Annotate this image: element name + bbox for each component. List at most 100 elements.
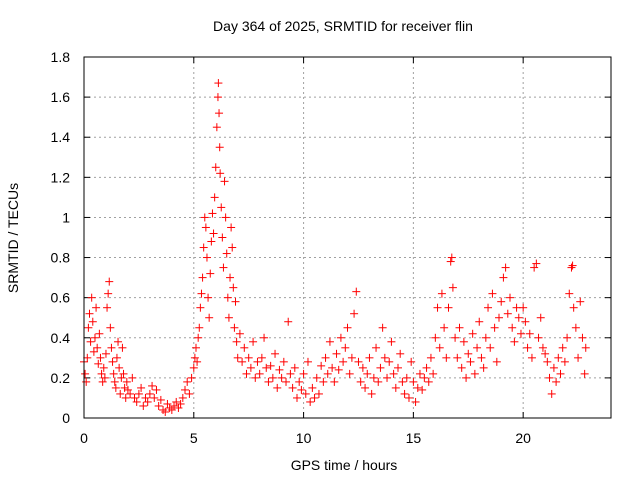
data-point — [453, 353, 462, 362]
data-point — [200, 213, 209, 222]
x-tick-labels: 0 5 10 15 20 — [80, 430, 531, 446]
data-point — [358, 363, 367, 372]
data-point — [273, 383, 282, 392]
x-axis-title: GPS time / hours — [291, 457, 398, 473]
data-point — [277, 373, 286, 382]
data-point — [321, 353, 330, 362]
data-point — [314, 389, 323, 398]
data-point — [266, 361, 275, 370]
data-point — [215, 143, 224, 152]
data-point — [404, 393, 413, 402]
data-point — [394, 363, 403, 372]
data-point — [503, 309, 512, 318]
data-point — [206, 269, 215, 278]
data-point — [448, 283, 457, 292]
data-point — [297, 385, 306, 394]
data-point — [209, 229, 218, 238]
data-point — [560, 357, 569, 366]
data-point — [128, 373, 137, 382]
data-point — [101, 349, 110, 358]
data-point — [114, 337, 123, 346]
data-point — [93, 343, 102, 352]
data-point — [228, 243, 237, 252]
data-point — [581, 343, 590, 352]
data-point — [431, 333, 440, 342]
data-point — [92, 303, 101, 312]
data-point — [242, 369, 251, 378]
x-tick-label: 10 — [296, 430, 312, 446]
data-point — [253, 357, 262, 366]
data-point — [457, 363, 466, 372]
data-point — [249, 337, 258, 346]
data-point — [205, 313, 214, 322]
data-point — [514, 313, 523, 322]
data-point — [170, 401, 179, 410]
data-point — [477, 353, 486, 362]
data-point — [130, 393, 139, 402]
data-point — [495, 313, 504, 322]
data-point — [525, 329, 534, 338]
data-point — [233, 353, 242, 362]
y-axis-title: SRMTID / TECUs — [5, 183, 21, 293]
data-point — [554, 353, 563, 362]
data-point — [211, 163, 220, 172]
data-point — [116, 389, 125, 398]
data-point — [389, 369, 398, 378]
x-tick-label: 20 — [515, 430, 531, 446]
data-point — [109, 369, 118, 378]
data-point — [301, 389, 310, 398]
data-point — [185, 389, 194, 398]
data-point — [89, 347, 98, 356]
data-point — [106, 323, 115, 332]
data-point — [343, 323, 352, 332]
data-point — [115, 363, 124, 372]
data-point — [121, 393, 130, 402]
data-point — [378, 323, 387, 332]
data-point — [163, 399, 172, 408]
data-point — [154, 401, 163, 410]
data-point — [187, 373, 196, 382]
data-point — [492, 357, 501, 366]
data-point — [536, 313, 545, 322]
data-point — [347, 353, 356, 362]
data-point — [374, 377, 383, 386]
data-point — [319, 377, 328, 386]
data-point — [218, 233, 227, 242]
data-point — [126, 389, 135, 398]
data-point — [352, 287, 361, 296]
data-point — [100, 373, 109, 382]
data-point — [222, 249, 231, 258]
data-point — [143, 397, 152, 406]
data-point — [292, 393, 301, 402]
data-point — [488, 289, 497, 298]
y-tick-label: 1.8 — [51, 49, 71, 65]
data-point — [402, 373, 411, 382]
data-point — [197, 289, 206, 298]
data-point — [365, 353, 374, 362]
data-point — [120, 383, 129, 392]
data-point — [145, 389, 154, 398]
y-tick-label: 1.2 — [51, 169, 71, 185]
data-point — [90, 333, 99, 342]
data-point — [223, 293, 232, 302]
data-point — [303, 357, 312, 366]
data-point — [501, 263, 510, 272]
data-point — [84, 323, 93, 332]
data-point — [415, 369, 424, 378]
data-point — [323, 369, 332, 378]
data-point — [459, 337, 468, 346]
data-point — [481, 333, 490, 342]
data-point — [194, 333, 203, 342]
x-tick-label: 5 — [190, 430, 198, 446]
data-point — [470, 369, 479, 378]
data-point — [413, 383, 422, 392]
y-tick-label: 0.8 — [51, 250, 71, 266]
data-point — [172, 397, 181, 406]
y-tick-label: 0.6 — [51, 290, 71, 306]
data-point — [490, 323, 499, 332]
data-point — [85, 309, 94, 318]
data-point — [400, 389, 409, 398]
data-point — [262, 363, 271, 372]
data-point — [217, 203, 226, 212]
